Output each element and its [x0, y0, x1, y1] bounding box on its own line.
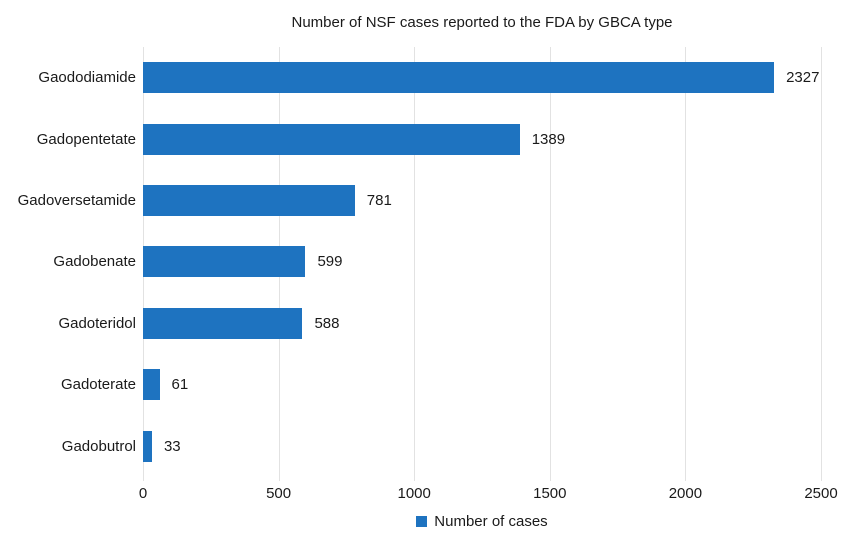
bar-value-label: 2327 — [786, 69, 820, 87]
category-label: Gadopentetate — [36, 130, 136, 148]
bar-gadobutrol — [143, 430, 152, 462]
category-label: Gadobenate — [53, 253, 136, 271]
bar-row-gadoterate: Gadoterate 61 — [61, 354, 821, 415]
x-tick-label-500: 500 — [266, 485, 292, 502]
bar-gadopentetate — [143, 123, 520, 155]
bar-row-gadopentetate: Gadopentetate 1389 — [37, 108, 821, 169]
bar-value-label: 61 — [171, 376, 189, 394]
x-tick-label-1500: 1500 — [533, 485, 567, 502]
gridline-x-2500 — [821, 47, 822, 481]
bar-row-gadoteridol: Gadoteridol 588 — [58, 293, 821, 354]
legend: Number of cases — [143, 513, 821, 530]
gridline-x-2000 — [685, 47, 687, 481]
bar-row-gadoversetamide: Gadoversetamide 781 — [18, 170, 821, 231]
bar-row-gadobenate: Gadobenate 599 — [53, 231, 821, 292]
x-tick-label-0: 0 — [138, 485, 148, 502]
bar-value-label: 33 — [163, 437, 181, 455]
bar-value-label: 1389 — [531, 130, 566, 148]
gridline-x-1000 — [414, 47, 416, 481]
bar-value-label: 781 — [366, 192, 392, 210]
category-label: Gadoversetamide — [17, 192, 136, 210]
bar-gadoteridol — [143, 307, 303, 339]
x-tick-label-1000: 1000 — [397, 485, 431, 502]
bar-gadobenate — [143, 246, 306, 278]
bar-row-gadobutrol: Gadobutrol 33 — [62, 416, 821, 477]
bar-gaododiamide — [143, 62, 775, 94]
category-label: Gaododiamide — [38, 69, 136, 87]
plot-area: Gaododiamide 2327 Gadopentetate 1389 Gadover… — [18, 47, 822, 481]
bar-gadoterate — [143, 369, 160, 401]
bar-gadoversetamide — [143, 185, 355, 217]
gridline-x-1500 — [549, 47, 551, 481]
bar-value-label: 599 — [317, 253, 343, 271]
x-tick-label-2500: 2500 — [804, 485, 838, 502]
legend-swatch-icon — [416, 516, 428, 527]
category-label: Gadoteridol — [58, 314, 136, 332]
bar-value-label: 588 — [314, 314, 340, 332]
category-label: Gadoterate — [60, 376, 136, 394]
bar-row-gaododiamide: Gaododiamide 2327 — [38, 47, 821, 108]
category-label: Gadobutrol — [61, 437, 136, 455]
x-axis: 0 500 1000 1500 2000 2500 — [139, 485, 838, 503]
legend-label: Number of cases — [434, 513, 548, 530]
x-tick-label-2000: 2000 — [668, 485, 703, 502]
chart-title: Number of NSF cases reported to the FDA … — [291, 14, 673, 31]
